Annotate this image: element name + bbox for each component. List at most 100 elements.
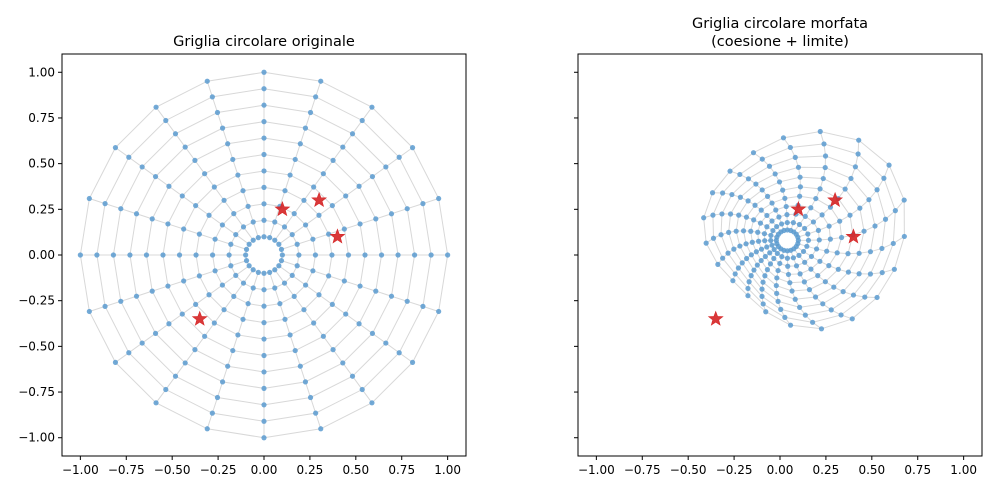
grid-point (805, 237, 812, 243)
x-tick-label: −0.75 (108, 463, 145, 477)
grid-point (774, 250, 780, 257)
grid-point (892, 208, 898, 214)
grid-point (749, 239, 755, 245)
grid-point (301, 197, 307, 203)
grid-point (703, 240, 709, 246)
grid-point (720, 255, 726, 261)
grid-point (759, 286, 765, 292)
grid-point (856, 250, 862, 256)
grid-point (163, 386, 169, 393)
grid-point (179, 193, 185, 199)
grid-point (261, 270, 267, 276)
title-line: Griglia circolare morfata (692, 16, 868, 32)
grid-point (828, 307, 834, 313)
grid-point (790, 220, 796, 226)
grid-point (221, 197, 227, 203)
grid-point (267, 235, 273, 241)
grid-point (736, 212, 742, 218)
grid-point (729, 191, 735, 198)
grid-point (732, 271, 738, 277)
grid-point (318, 78, 324, 84)
grid-point (810, 319, 816, 325)
grid-point (763, 309, 769, 315)
grid-point (228, 263, 234, 269)
grid-point (230, 347, 236, 354)
grid-point (753, 249, 759, 255)
grid-point (310, 236, 316, 242)
grid-point (773, 207, 779, 213)
grid-point (801, 279, 807, 285)
grid-point (326, 273, 332, 279)
grid-point (359, 386, 365, 393)
grid-point (759, 187, 765, 193)
grid-point (211, 320, 217, 326)
grid-point (149, 216, 155, 222)
grid-point (782, 195, 788, 201)
grid-point (240, 280, 247, 286)
grid-point (831, 284, 837, 290)
grid-point (388, 293, 395, 299)
grid-point (279, 252, 285, 258)
grid-point (758, 246, 765, 252)
grid-point (204, 426, 210, 432)
grid-point (886, 162, 892, 168)
grid-point (808, 253, 815, 260)
highlight-star-marker (274, 200, 291, 217)
grid-point (255, 269, 261, 275)
grid-point (231, 211, 237, 217)
grid-point (176, 252, 183, 258)
highlight-star-marker (790, 200, 807, 217)
grid-point (112, 359, 119, 365)
grid-point (745, 176, 752, 182)
grid-point (291, 211, 297, 217)
grid-point (219, 125, 226, 131)
grid-point (780, 135, 787, 141)
grid-point (287, 332, 293, 338)
x-tick-label: −0.50 (154, 463, 191, 477)
grid-point (357, 283, 363, 289)
grid-point (745, 293, 751, 299)
grid-point (233, 272, 239, 279)
grid-point (182, 144, 188, 150)
grid-point (255, 235, 261, 241)
grid-point (357, 221, 363, 227)
y-tick-label: −1.00 (18, 431, 55, 445)
grid-point (225, 141, 231, 147)
grid-point (891, 266, 897, 272)
grid-point (303, 222, 309, 228)
grid-point (879, 269, 885, 276)
grid-point (787, 322, 794, 328)
grid-point (102, 303, 108, 309)
grid-point (330, 347, 336, 353)
grid-point (824, 248, 830, 254)
grid-point (751, 267, 757, 273)
grid-point (112, 145, 119, 151)
grid-point (771, 246, 777, 253)
grid-point (857, 205, 863, 211)
grid-point (834, 250, 840, 256)
grid-point (356, 183, 362, 189)
grid-point (383, 164, 389, 170)
right-x-axis: −1.00 −0.75 −0.50 −0.25 0.00 0.25 0.50 0.75 1.00 (578, 456, 977, 477)
grid-point (261, 119, 267, 125)
grid-point (764, 212, 770, 219)
x-tick-label: 0.00 (767, 463, 794, 477)
grid-point (276, 241, 282, 247)
grid-point (845, 269, 852, 275)
grid-point (777, 260, 783, 267)
grid-point (86, 308, 92, 315)
grid-point (776, 179, 783, 185)
grid-point (428, 252, 434, 258)
grid-point (837, 218, 843, 224)
grid-point (808, 266, 814, 272)
grid-point (755, 238, 762, 244)
grid-point (320, 171, 326, 177)
grid-point (733, 228, 739, 234)
grid-point (341, 226, 347, 232)
grid-point (762, 253, 768, 260)
grid-point (745, 285, 751, 292)
grid-point (753, 181, 759, 187)
grid-point (817, 186, 823, 192)
grid-point (719, 211, 725, 217)
